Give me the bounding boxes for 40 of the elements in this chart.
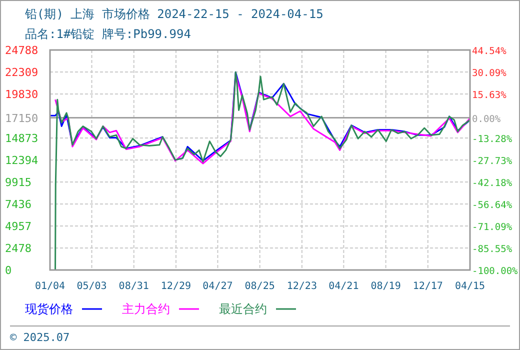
x-tick-label: 05/03 (76, 281, 107, 292)
line-series (54, 71, 471, 271)
x-tick-label: 04/15 (454, 281, 486, 292)
y-tick-label: 19830 (5, 88, 38, 102)
chart-subtitle: 品名:1#铅锭 牌号:Pb99.994 (25, 27, 191, 41)
legend-label: 现货价格 (25, 302, 73, 316)
x-tick-label: 12/23 (286, 281, 317, 292)
legend-label: 主力合约 (122, 302, 170, 316)
y-tick-label: 9915 (5, 176, 32, 189)
y2-tick-label: -56.64% (472, 200, 512, 212)
x-tick-label: 12/29 (160, 281, 192, 292)
y-tick-label: 17150 (5, 112, 38, 125)
x-tick-label: 04/21 (328, 281, 359, 292)
x-tick-label: 01/04 (34, 281, 66, 292)
y-tick-label: 7436 (5, 198, 32, 212)
y2-tick-label: -27.73% (472, 156, 512, 167)
y-tick-label: 24788 (5, 44, 38, 57)
x-tick-label: 12/17 (412, 281, 443, 292)
x-tick-label: 08/31 (118, 281, 149, 292)
y2-tick-label: -100.00% (472, 266, 518, 277)
y2-tick-label: -42.18% (472, 178, 512, 189)
x-tick-label: 08/25 (244, 281, 275, 292)
y2-tick-label: 30.09% (472, 68, 507, 79)
y-tick-label: 12394 (5, 154, 38, 167)
text: © 2025.07 (10, 331, 70, 344)
y2-tick-label: -13.28% (472, 134, 512, 146)
y-tick-label: 2478 (5, 242, 32, 256)
x-tick-label: 08/19 (370, 281, 401, 292)
y2-tick-label: -85.55% (472, 244, 512, 256)
y-tick-label: 22309 (5, 66, 38, 79)
y2-tick-label: 15.63% (472, 90, 507, 102)
y-tick-label: 14873 (5, 132, 38, 145)
chart-title: 铅(期) 上海 市场价格 2024-22-15 - 2024-04-15 (24, 7, 324, 21)
y2-tick-label: 44.54% (472, 46, 507, 57)
x-tick-label: 04/27 (202, 281, 233, 292)
legend-label: 最近合约 (219, 302, 267, 316)
y-tick-label: 0 (5, 264, 12, 277)
y-tick-label: 4957 (5, 220, 32, 234)
y2-tick-label: 0.00% (472, 114, 501, 125)
y2-tick-label: -71.09% (472, 222, 512, 233)
